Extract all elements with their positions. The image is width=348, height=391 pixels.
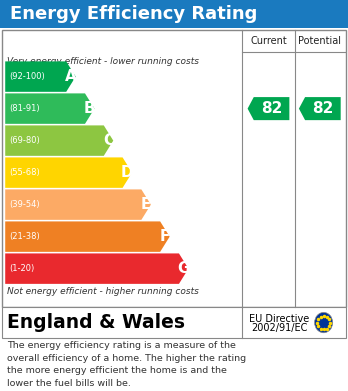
- Text: The energy efficiency rating is a measure of the
overall efficiency of a home. T: The energy efficiency rating is a measur…: [7, 341, 246, 388]
- Bar: [2, 307, 346, 338]
- Text: Very energy efficient - lower running costs: Very energy efficient - lower running co…: [7, 57, 199, 66]
- Text: C: C: [103, 133, 114, 148]
- Text: (81-91): (81-91): [9, 104, 40, 113]
- Polygon shape: [5, 253, 189, 284]
- Circle shape: [315, 312, 333, 333]
- Text: G: G: [177, 261, 190, 276]
- Polygon shape: [5, 126, 113, 156]
- Text: E: E: [141, 197, 151, 212]
- Text: 2002/91/EC: 2002/91/EC: [251, 323, 307, 334]
- Text: 82: 82: [312, 101, 334, 116]
- Text: A: A: [65, 69, 77, 84]
- Text: (39-54): (39-54): [9, 200, 40, 209]
- Polygon shape: [5, 61, 76, 92]
- Text: EU Directive: EU Directive: [249, 314, 309, 324]
- FancyBboxPatch shape: [0, 0, 348, 28]
- Text: (69-80): (69-80): [9, 136, 40, 145]
- Text: 82: 82: [261, 101, 282, 116]
- Bar: [2, 30, 346, 307]
- Polygon shape: [5, 189, 151, 220]
- Polygon shape: [5, 221, 169, 252]
- Text: Not energy efficient - higher running costs: Not energy efficient - higher running co…: [7, 287, 199, 296]
- Polygon shape: [5, 158, 132, 188]
- Text: (92-100): (92-100): [9, 72, 45, 81]
- Text: Current: Current: [250, 36, 287, 46]
- Text: Potential: Potential: [298, 36, 341, 46]
- Polygon shape: [5, 93, 94, 124]
- Text: F: F: [160, 229, 170, 244]
- Text: B: B: [84, 101, 95, 116]
- Text: England & Wales: England & Wales: [7, 313, 185, 332]
- Polygon shape: [248, 97, 289, 120]
- Text: (21-38): (21-38): [9, 232, 40, 241]
- Text: D: D: [121, 165, 134, 180]
- Text: (1-20): (1-20): [9, 264, 35, 273]
- Text: Energy Efficiency Rating: Energy Efficiency Rating: [10, 5, 258, 23]
- Text: (55-68): (55-68): [9, 168, 40, 177]
- Polygon shape: [299, 97, 341, 120]
